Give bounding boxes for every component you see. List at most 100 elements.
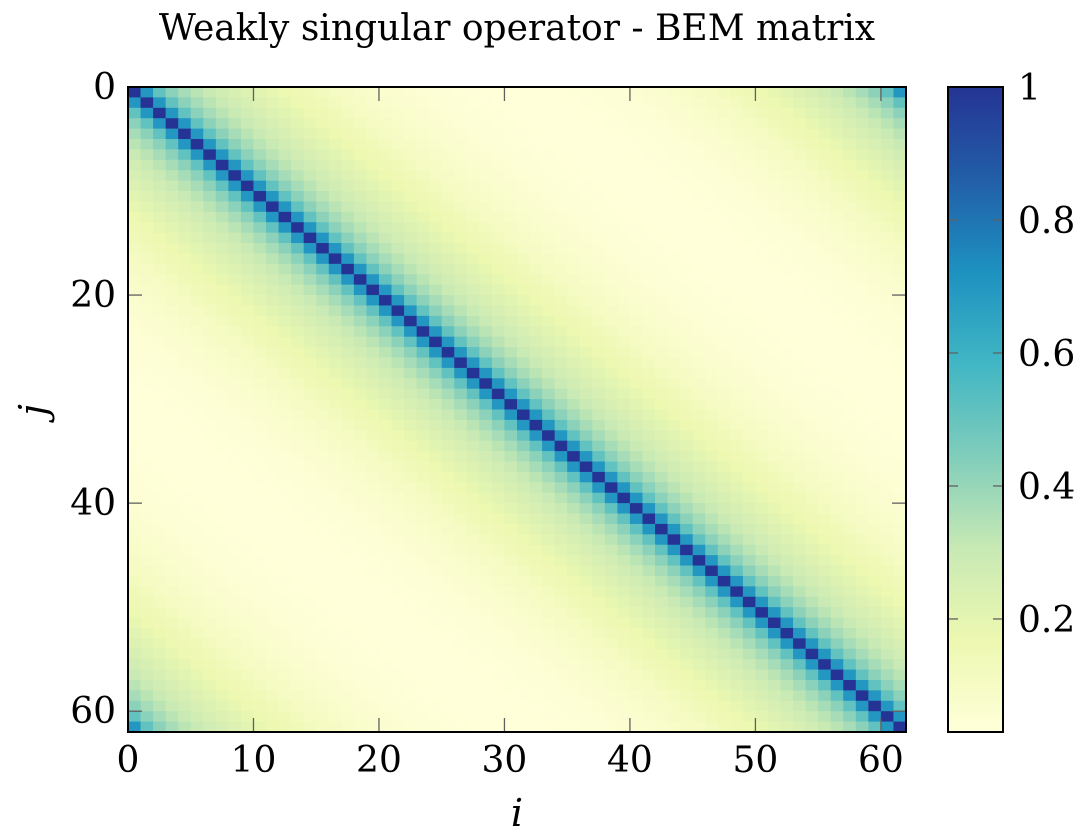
heatmap-cell xyxy=(692,523,706,535)
heatmap-cell xyxy=(366,305,380,317)
heatmap-cell xyxy=(190,617,204,629)
heatmap-cell xyxy=(793,409,807,421)
heatmap-cell xyxy=(391,388,405,400)
heatmap-cell xyxy=(742,503,757,515)
heatmap-cell xyxy=(717,711,731,723)
heatmap-cell xyxy=(416,201,430,213)
heatmap-cell xyxy=(215,243,229,255)
heatmap-cell xyxy=(805,482,819,494)
heatmap-cell xyxy=(805,596,819,608)
heatmap-cell xyxy=(165,555,179,567)
heatmap-cell xyxy=(717,555,731,567)
heatmap-cell xyxy=(843,211,857,223)
heatmap-cell xyxy=(629,565,644,577)
heatmap-cell xyxy=(441,253,455,265)
heatmap-cell xyxy=(416,534,430,546)
heatmap-cell xyxy=(793,284,807,296)
heatmap-cell xyxy=(893,586,907,598)
heatmap-cell xyxy=(642,544,656,556)
heatmap-cell xyxy=(818,596,832,608)
heatmap-cell xyxy=(767,399,782,411)
y-tick-label: 0 xyxy=(93,67,116,108)
heatmap-cell xyxy=(893,721,907,733)
heatmap-cell xyxy=(153,430,167,442)
heatmap-cell xyxy=(767,586,782,598)
heatmap-cell xyxy=(830,638,844,650)
heatmap-cell xyxy=(391,638,405,650)
heatmap-cell xyxy=(855,191,869,203)
heatmap-cell xyxy=(454,586,468,598)
heatmap-cell xyxy=(215,679,229,691)
heatmap-cell xyxy=(868,201,882,213)
heatmap-cell xyxy=(366,711,380,723)
heatmap-cell xyxy=(454,711,468,723)
heatmap-cell xyxy=(479,419,493,431)
heatmap-cell xyxy=(454,700,468,712)
heatmap-cell xyxy=(316,523,330,535)
heatmap-cell xyxy=(529,555,543,567)
heatmap-cell xyxy=(441,565,455,577)
heatmap-cell xyxy=(529,263,543,275)
heatmap-cell xyxy=(705,627,719,639)
heatmap-cell xyxy=(893,107,907,119)
heatmap-cell xyxy=(755,305,769,317)
heatmap-cell xyxy=(755,295,769,307)
heatmap-cell xyxy=(378,700,393,712)
heatmap-cell xyxy=(178,451,192,463)
heatmap-cell xyxy=(629,440,644,452)
heatmap-cell xyxy=(680,367,694,379)
heatmap-cell xyxy=(504,679,518,691)
heatmap-cell xyxy=(680,638,694,650)
heatmap-cell xyxy=(529,357,543,369)
heatmap-cell xyxy=(454,180,468,192)
heatmap-cell xyxy=(240,305,255,317)
heatmap-cell xyxy=(517,544,531,556)
heatmap-cell xyxy=(491,565,506,577)
heatmap-cell xyxy=(830,253,844,265)
heatmap-cell xyxy=(767,648,782,660)
heatmap-cell xyxy=(642,305,656,317)
heatmap-cell xyxy=(717,659,731,671)
heatmap-cell xyxy=(843,430,857,442)
heatmap-cell xyxy=(730,87,744,98)
heatmap-cell xyxy=(717,700,731,712)
heatmap-cell xyxy=(278,471,292,483)
heatmap-cell xyxy=(629,243,644,255)
heatmap-cell xyxy=(843,419,857,431)
heatmap-cell xyxy=(165,149,179,161)
heatmap-cell xyxy=(567,274,581,286)
heatmap-cell xyxy=(504,534,518,546)
heatmap-cell xyxy=(579,263,593,275)
heatmap-cell xyxy=(592,627,606,639)
heatmap-cell xyxy=(128,409,142,421)
heatmap-cell xyxy=(416,503,430,515)
heatmap-cell xyxy=(604,284,618,296)
heatmap-cell xyxy=(592,253,606,265)
heatmap-cell xyxy=(780,575,794,587)
heatmap-cell xyxy=(366,565,380,577)
heatmap-cell xyxy=(579,471,593,483)
heatmap-cell xyxy=(291,555,305,567)
heatmap-cell xyxy=(617,295,631,307)
heatmap-cell xyxy=(642,565,656,577)
heatmap-cell xyxy=(843,243,857,255)
heatmap-cell xyxy=(667,201,681,213)
heatmap-cell xyxy=(491,149,506,161)
heatmap-cell xyxy=(416,596,430,608)
heatmap-cell xyxy=(416,284,430,296)
heatmap-cell xyxy=(780,471,794,483)
heatmap-cell xyxy=(692,243,706,255)
heatmap-cell xyxy=(378,451,393,463)
heatmap-cell xyxy=(240,180,255,192)
heatmap-cell xyxy=(893,263,907,275)
heatmap-cell xyxy=(868,107,882,119)
heatmap-cell xyxy=(793,107,807,119)
heatmap-cell xyxy=(655,669,669,681)
heatmap-cell xyxy=(291,617,305,629)
heatmap-cell xyxy=(855,638,869,650)
heatmap-cell xyxy=(767,97,782,109)
heatmap-cell xyxy=(592,263,606,275)
heatmap-cell xyxy=(818,139,832,151)
heatmap-cell xyxy=(567,627,581,639)
